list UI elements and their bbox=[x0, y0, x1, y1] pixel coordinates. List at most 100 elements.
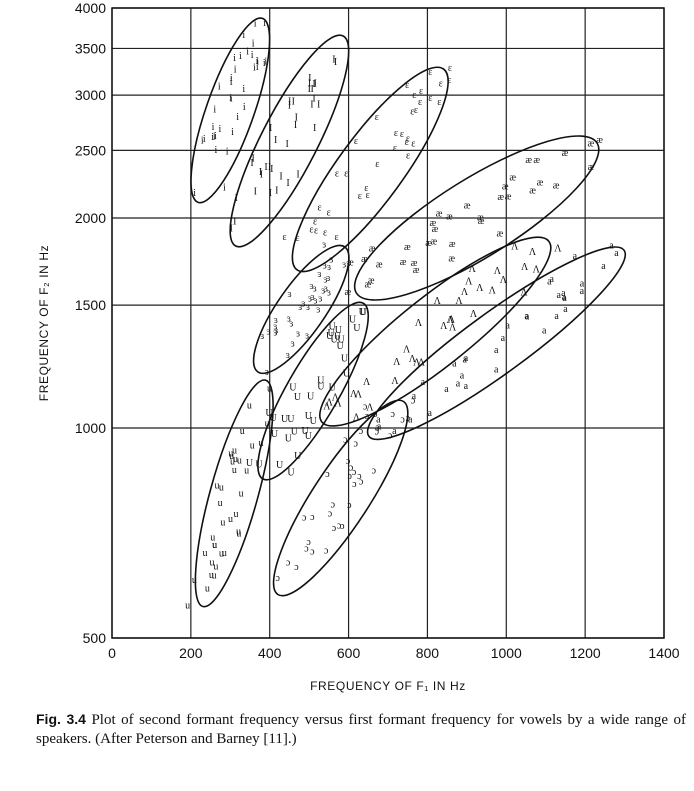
vowel-point-i: i bbox=[256, 56, 259, 67]
vowel-point-ɔ: ɔ bbox=[349, 463, 354, 474]
vowel-point-I: I bbox=[235, 193, 238, 204]
vowel-point-a: a bbox=[412, 391, 417, 402]
vowel-point-æ: æ bbox=[477, 212, 484, 223]
vowel-point-I: I bbox=[230, 223, 233, 234]
vowel-point-ɔ: ɔ bbox=[353, 438, 358, 449]
vowel-point-Λ: Λ bbox=[494, 266, 502, 277]
vowel-point-u: u bbox=[232, 446, 237, 457]
vowel-point-Λ: Λ bbox=[332, 393, 340, 404]
vowel-point-i: i bbox=[264, 57, 267, 68]
vowel-point-U: U bbox=[270, 413, 278, 424]
vowel-point-ɜ: ɜ bbox=[306, 302, 310, 313]
vowel-point-U: U bbox=[271, 429, 279, 440]
vowel-point-ɔ: ɔ bbox=[328, 509, 333, 520]
y-tick-label: 2500 bbox=[75, 142, 106, 158]
vowel-point-ε: ε bbox=[375, 112, 379, 123]
vowel-point-u: u bbox=[236, 527, 241, 538]
vowel-point-I: I bbox=[308, 73, 311, 84]
vowel-point-I: I bbox=[334, 57, 337, 68]
vowel-point-ɔ: ɔ bbox=[363, 401, 368, 412]
vowel-point-ɜ: ɜ bbox=[266, 327, 270, 338]
vowel-point-a: a bbox=[614, 248, 619, 259]
vowel-point-a: a bbox=[554, 311, 559, 322]
vowel-point-i: i bbox=[218, 81, 221, 92]
figure-number: Fig. 3.4 bbox=[36, 711, 86, 727]
vowel-point-ɜ: ɜ bbox=[265, 367, 269, 378]
vowel-point-Λ: Λ bbox=[489, 285, 497, 296]
vowel-point-U: U bbox=[329, 321, 337, 332]
vowel-point-U: U bbox=[336, 341, 344, 352]
vowel-point-æ: æ bbox=[404, 242, 411, 253]
vowel-point-Λ: Λ bbox=[326, 398, 334, 409]
vowel-point-ɔ: ɔ bbox=[286, 558, 291, 569]
vowel-point-æ: æ bbox=[432, 224, 439, 235]
vowel-point-i: i bbox=[214, 131, 217, 142]
vowel-point-U: U bbox=[317, 375, 325, 386]
vowel-point-i: i bbox=[239, 51, 242, 62]
vowel-point-ε: ε bbox=[364, 183, 368, 194]
vowel-point-I: I bbox=[312, 79, 315, 90]
vowel-point-ε: ε bbox=[317, 202, 321, 213]
vowel-point-a: a bbox=[460, 370, 465, 381]
vowel-point-æ: æ bbox=[368, 276, 375, 287]
vowel-point-i: i bbox=[213, 104, 216, 115]
vowel-point-I: I bbox=[251, 153, 254, 164]
vowel-point-u: u bbox=[222, 548, 227, 559]
ellipse-ε bbox=[291, 66, 449, 273]
vowel-point-i: i bbox=[242, 84, 245, 95]
vowel-point-Λ: Λ bbox=[413, 358, 421, 369]
y-tick-label: 3500 bbox=[75, 40, 106, 56]
vowel-point-i: i bbox=[223, 183, 226, 194]
vowel-point-æ: æ bbox=[411, 258, 418, 269]
vowel-point-U: U bbox=[291, 427, 299, 438]
vowel-point-æ: æ bbox=[464, 200, 471, 211]
vowel-point-ɔ: ɔ bbox=[310, 512, 315, 523]
vowel-point-ε: ε bbox=[418, 97, 422, 108]
y-tick-label: 500 bbox=[83, 630, 107, 646]
x-tick-label: 600 bbox=[337, 645, 361, 661]
vowel-point-I: I bbox=[313, 123, 316, 134]
vowel-point-u: u bbox=[239, 488, 244, 499]
vowel-point-U: U bbox=[307, 391, 315, 402]
vowel-point-u: u bbox=[212, 540, 217, 551]
vowel-point-i: i bbox=[213, 132, 216, 143]
vowel-point-Λ: Λ bbox=[334, 398, 342, 409]
vowel-point-a: a bbox=[464, 381, 469, 392]
vowel-point-ɜ: ɜ bbox=[313, 295, 317, 306]
vowel-point-u: u bbox=[209, 570, 214, 581]
vowel-point-æ: æ bbox=[446, 211, 453, 222]
y-tick-label: 1500 bbox=[75, 297, 106, 313]
vowel-point-I: I bbox=[275, 186, 278, 197]
vowel-point-æ: æ bbox=[525, 155, 532, 166]
vowel-point-U: U bbox=[281, 414, 289, 425]
vowel-point-ɜ: ɜ bbox=[298, 302, 302, 313]
vowel-point-ɜ: ɜ bbox=[323, 260, 327, 271]
vowel-point-Λ: Λ bbox=[533, 265, 541, 276]
grid bbox=[111, 7, 665, 639]
vowel-point-u: u bbox=[219, 482, 224, 493]
ellipse-a bbox=[366, 246, 627, 441]
vowel-point-U: U bbox=[328, 328, 336, 339]
vowel-point-ε: ε bbox=[400, 129, 404, 140]
vowel-point-Λ: Λ bbox=[434, 296, 442, 307]
vowel-point-U: U bbox=[337, 334, 345, 345]
x-tick-label: 1400 bbox=[648, 645, 679, 661]
vowel-point-u: u bbox=[228, 514, 233, 525]
ellipse-I bbox=[229, 34, 350, 248]
vowel-point-ɜ: ɜ bbox=[322, 240, 326, 251]
ellipse-Λ bbox=[319, 236, 552, 427]
vowel-point-ɜ: ɜ bbox=[324, 284, 328, 295]
vowel-point-U: U bbox=[294, 392, 302, 403]
vowel-point-Λ: Λ bbox=[440, 321, 448, 332]
vowel-point-ɜ: ɜ bbox=[329, 254, 333, 265]
vowel-point-æ: æ bbox=[596, 135, 603, 146]
vowel-point-U: U bbox=[359, 307, 367, 318]
vowel-point-a: a bbox=[542, 325, 547, 336]
vowel-point-ɔ: ɔ bbox=[357, 471, 362, 482]
vowel-point-a: a bbox=[525, 312, 530, 323]
vowel-point-i: i bbox=[256, 62, 259, 73]
vowel-point-æ: æ bbox=[588, 139, 595, 150]
vowel-point-I: I bbox=[285, 139, 288, 150]
vowel-point-ɔ: ɔ bbox=[373, 409, 378, 420]
vowel-point-Λ: Λ bbox=[403, 344, 411, 355]
